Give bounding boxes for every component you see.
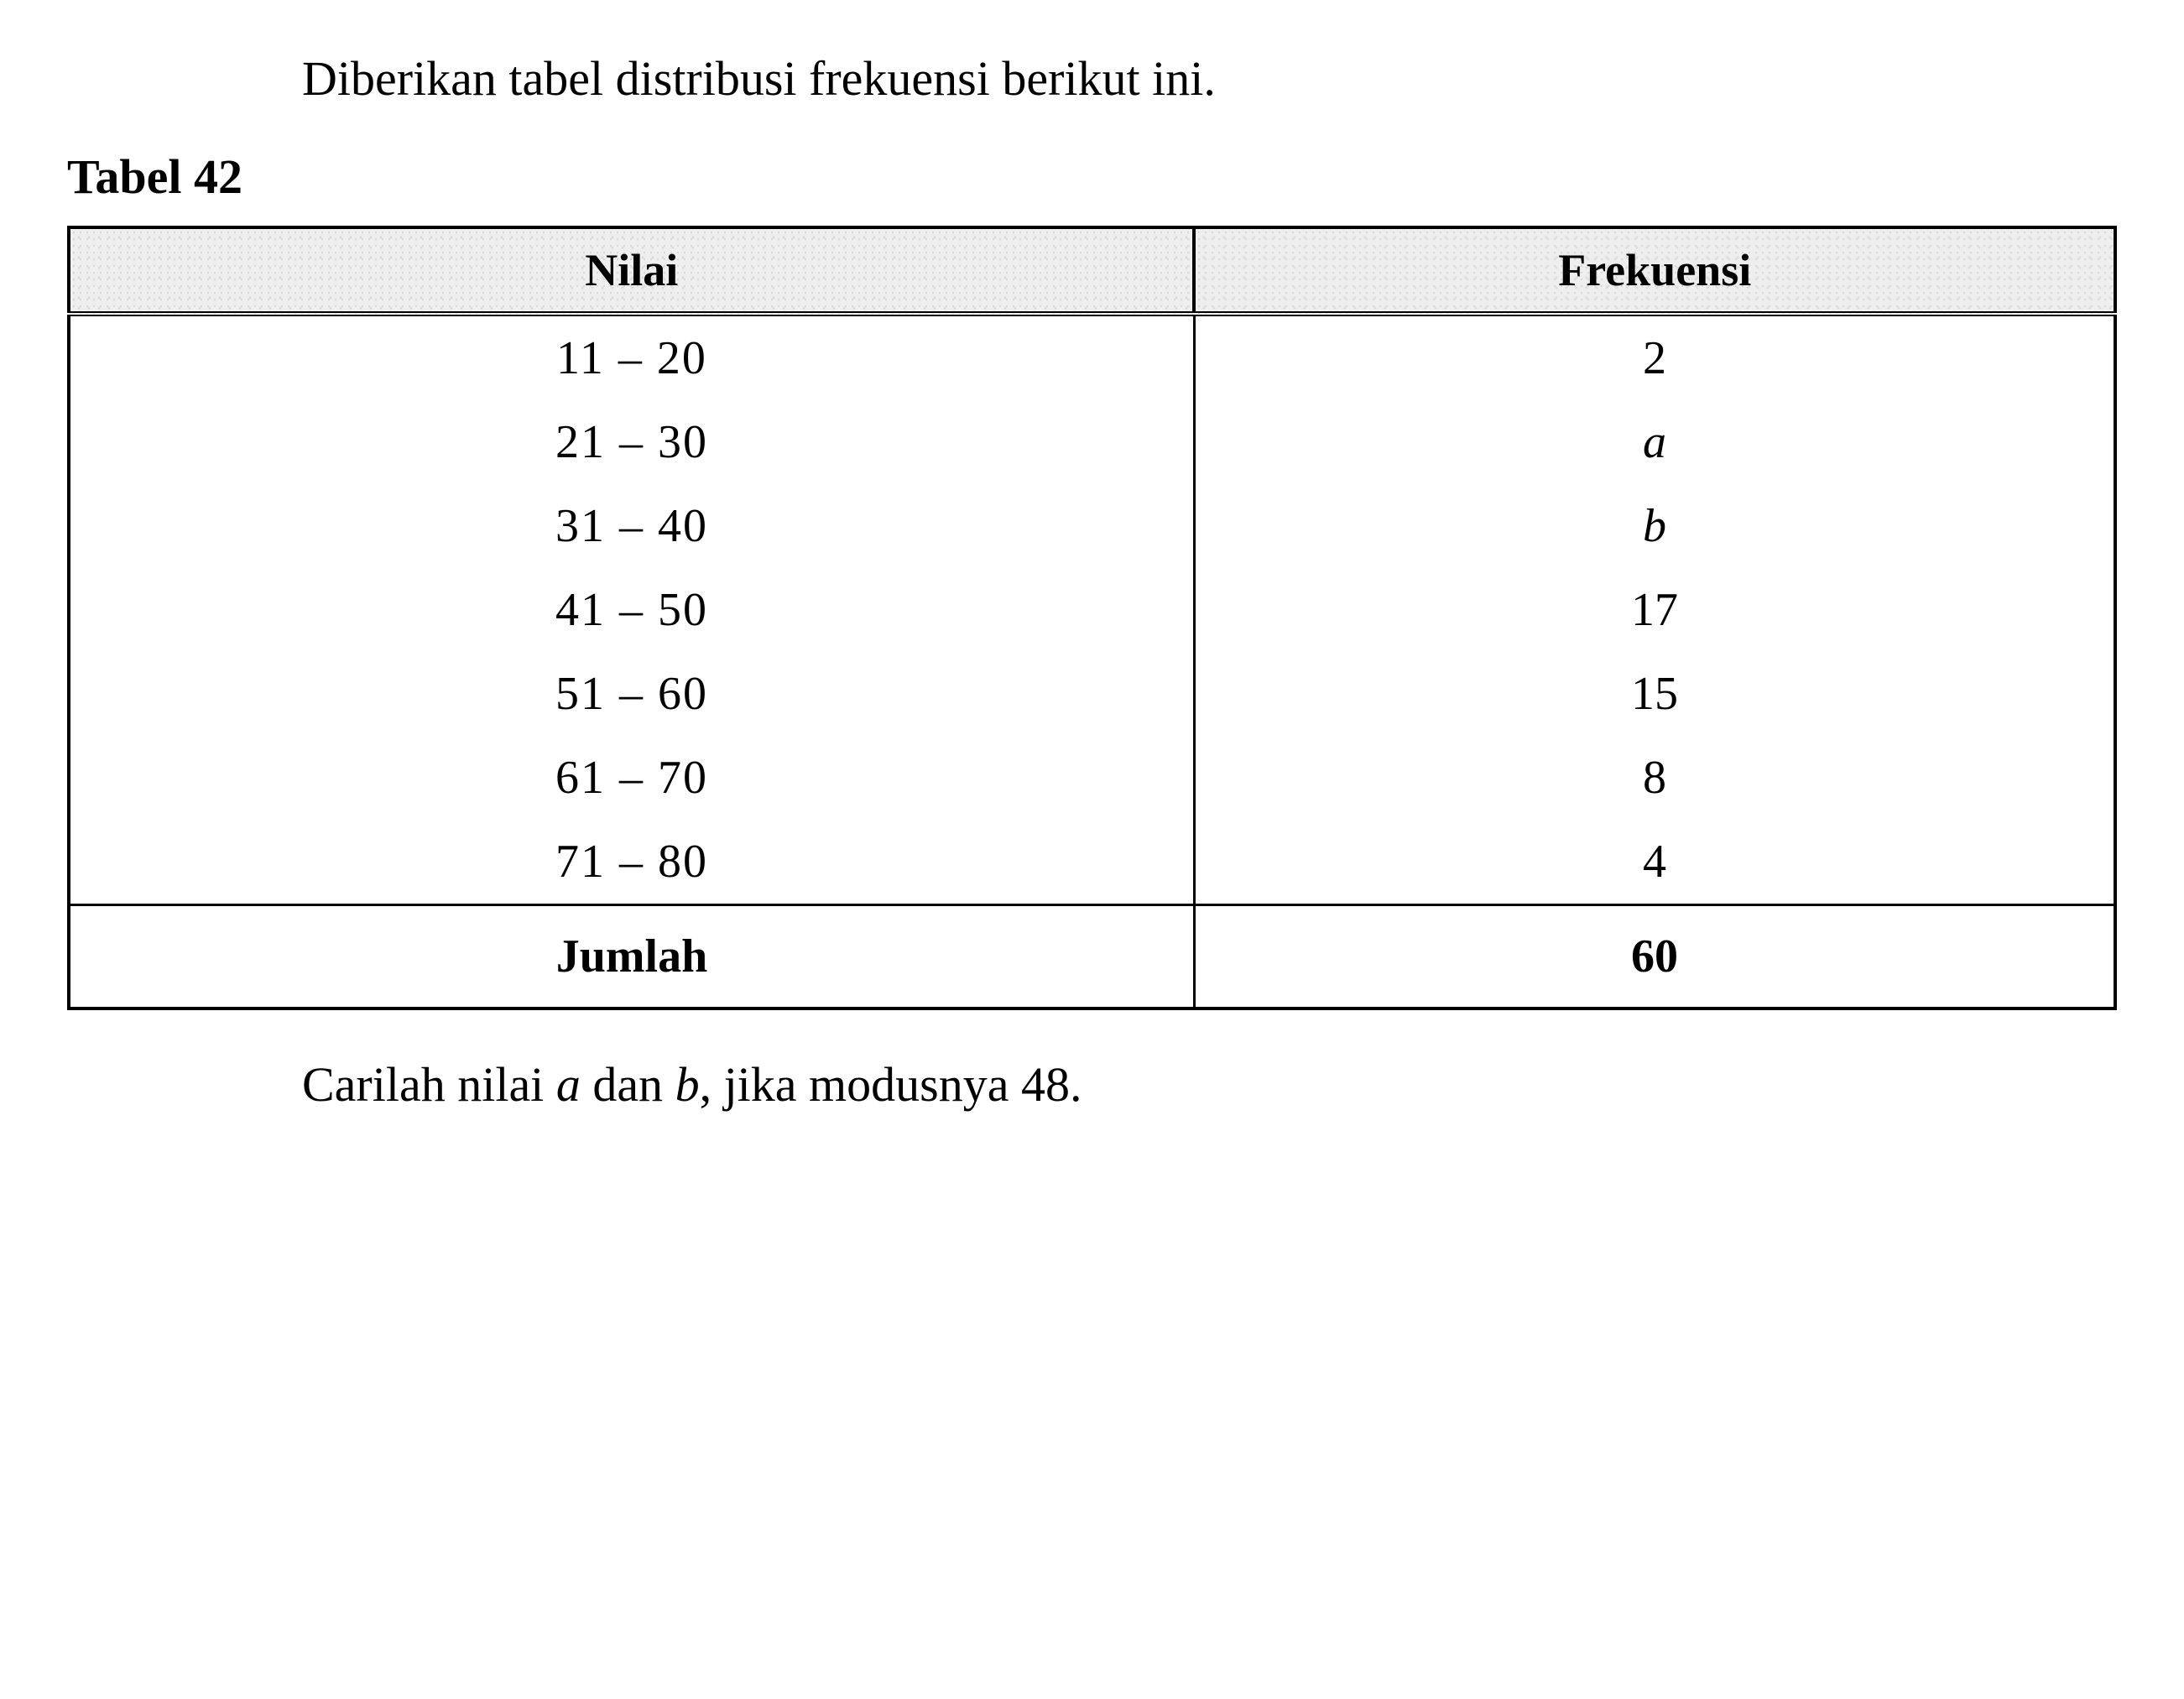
nilai-cell: 11 – 20 xyxy=(69,314,1194,400)
table-row: 71 – 80 4 xyxy=(69,820,2115,905)
table-row: 31 – 40 b xyxy=(69,484,2115,568)
table-row: 51 – 60 15 xyxy=(69,652,2115,736)
frekuensi-cell: 15 xyxy=(1194,652,2115,736)
variable-b: b xyxy=(675,1057,700,1112)
question-text: Carilah nilai a dan b, jika modusnya 48. xyxy=(302,1056,2117,1113)
frequency-table: Nilai Frekuensi 11 – 20 2 21 – 30 a 31 –… xyxy=(67,226,2117,1010)
total-label: Jumlah xyxy=(69,905,1194,1009)
frekuensi-cell: 8 xyxy=(1194,736,2115,820)
frekuensi-cell: 17 xyxy=(1194,568,2115,652)
intro-text: Diberikan tabel distribusi frekuensi ber… xyxy=(302,50,2117,107)
total-value: 60 xyxy=(1194,905,2115,1009)
header-frekuensi: Frekuensi xyxy=(1194,227,2115,314)
nilai-cell: 71 – 80 xyxy=(69,820,1194,905)
table-label: Tabel 42 xyxy=(67,149,2117,205)
nilai-cell: 51 – 60 xyxy=(69,652,1194,736)
frekuensi-cell: a xyxy=(1194,400,2115,484)
frekuensi-cell: b xyxy=(1194,484,2115,568)
frekuensi-cell: 2 xyxy=(1194,314,2115,400)
table-row: 21 – 30 a xyxy=(69,400,2115,484)
nilai-cell: 61 – 70 xyxy=(69,736,1194,820)
table-row: 41 – 50 17 xyxy=(69,568,2115,652)
variable-a: a xyxy=(556,1057,581,1112)
table-total-row: Jumlah 60 xyxy=(69,905,2115,1009)
nilai-cell: 21 – 30 xyxy=(69,400,1194,484)
nilai-cell: 41 – 50 xyxy=(69,568,1194,652)
nilai-cell: 31 – 40 xyxy=(69,484,1194,568)
frekuensi-cell: 4 xyxy=(1194,820,2115,905)
header-nilai: Nilai xyxy=(69,227,1194,314)
question-before-a: Carilah nilai xyxy=(302,1057,556,1112)
question-after-b: , jika modusnya 48. xyxy=(700,1057,1082,1112)
table-row: 11 – 20 2 xyxy=(69,314,2115,400)
table-header-row: Nilai Frekuensi xyxy=(69,227,2115,314)
table-body: 11 – 20 2 21 – 30 a 31 – 40 b 41 – 50 17… xyxy=(69,314,2115,1008)
question-between: dan xyxy=(581,1057,675,1112)
table-row: 61 – 70 8 xyxy=(69,736,2115,820)
